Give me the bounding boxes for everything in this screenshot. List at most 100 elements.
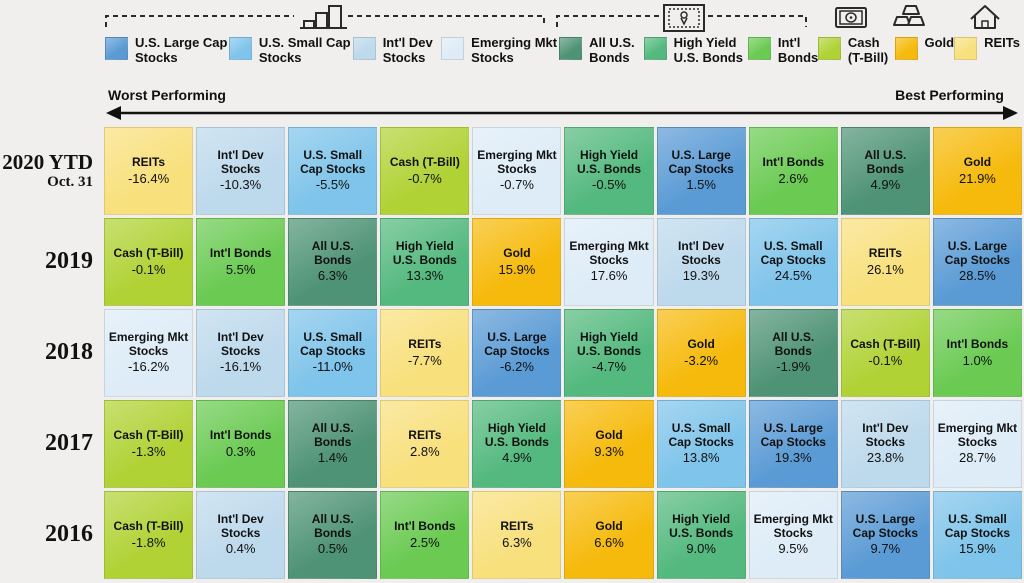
asset-name: Gold bbox=[595, 428, 623, 443]
performance-axis: Worst Performing Best Performing bbox=[0, 84, 1024, 124]
return-value: 13.3% bbox=[406, 268, 444, 284]
return-value: 13.8% bbox=[682, 450, 720, 466]
return-cell-intl_bonds: Int'l Bonds 2.6% bbox=[748, 127, 838, 215]
asset-name: U.S. Small Cap Stocks bbox=[300, 330, 366, 358]
asset-name: High Yield U.S. Bonds bbox=[577, 330, 642, 358]
return-value: 26.1% bbox=[866, 261, 904, 277]
asset-name: Int'l Bonds bbox=[394, 519, 456, 534]
year-label: 2018 bbox=[0, 309, 101, 397]
asset-name: High Yield U.S. Bonds bbox=[669, 512, 734, 540]
asset-name: Cash (T-Bill) bbox=[113, 428, 184, 443]
legend-item-us_small: U.S. Small Cap Stocks bbox=[228, 35, 353, 65]
return-cell-us_large: U.S. Large Cap Stocks 9.7% bbox=[840, 491, 930, 579]
asset-name: Gold bbox=[687, 337, 715, 352]
return-cell-reits: REITs -16.4% bbox=[104, 127, 194, 215]
return-cell-reits: REITs 2.8% bbox=[380, 400, 470, 488]
return-value: 21.9% bbox=[959, 170, 996, 186]
stocks-bracket bbox=[105, 15, 545, 27]
em-swatch bbox=[441, 37, 465, 60]
legend-item-cash: Cash (T-Bill) bbox=[817, 35, 895, 65]
bonds-bracket bbox=[556, 15, 807, 27]
gold-swatch bbox=[894, 37, 918, 60]
return-cell-gold: Gold 9.3% bbox=[564, 400, 654, 488]
legend-item-all_bonds: All U.S. Bonds bbox=[559, 35, 644, 65]
return-cell-cash: Cash (T-Bill) -1.3% bbox=[104, 400, 194, 488]
return-cell-us_small: U.S. Small Cap Stocks 15.9% bbox=[932, 491, 1022, 579]
return-value: 1.4% bbox=[317, 450, 348, 466]
return-value: -1.9% bbox=[776, 359, 811, 375]
return-value: -6.2% bbox=[499, 359, 534, 375]
return-value: -0.5% bbox=[592, 177, 627, 193]
asset-name: Emerging Mkt Stocks bbox=[108, 330, 189, 358]
return-cell-hy_bonds: High Yield U.S. Bonds -4.7% bbox=[564, 309, 654, 397]
return-value: -4.7% bbox=[592, 359, 627, 375]
return-value: -7.7% bbox=[407, 352, 442, 368]
return-cell-intl_dev: Int'l Dev Stocks 23.8% bbox=[840, 400, 930, 488]
return-cell-intl_dev: Int'l Dev Stocks 0.4% bbox=[196, 491, 286, 579]
performance-axis-arrow bbox=[106, 106, 1018, 120]
asset-name: U.S. Large Cap Stocks bbox=[668, 148, 734, 176]
return-cell-cash: Cash (T-Bill) -0.1% bbox=[104, 218, 194, 306]
asset-name: Int'l Dev Stocks bbox=[678, 239, 725, 267]
legend-item-intl_dev: Int'l Dev Stocks bbox=[352, 35, 441, 65]
asset-name: REITs bbox=[868, 246, 902, 261]
return-cell-us_large: U.S. Large Cap Stocks 1.5% bbox=[656, 127, 746, 215]
return-value: 28.7% bbox=[959, 450, 996, 466]
asset-name: U.S. Small Cap Stocks bbox=[668, 421, 734, 449]
asset-name: U.S. Large Cap Stocks bbox=[852, 512, 919, 540]
asset-name: Cash (T-Bill) bbox=[113, 246, 184, 261]
asset-name: Emerging Mkt Stocks bbox=[937, 421, 1018, 449]
asset-name: Cash (T-Bill) bbox=[850, 337, 921, 352]
return-cell-intl_bonds: Int'l Bonds 5.5% bbox=[196, 218, 286, 306]
hy_bonds-swatch bbox=[643, 37, 667, 60]
return-cell-all_bonds: All U.S. Bonds 6.3% bbox=[288, 218, 378, 306]
legend-label: REITs bbox=[984, 35, 1020, 50]
legend-label: All U.S. Bonds bbox=[589, 35, 635, 65]
return-cell-reits: REITs -7.7% bbox=[380, 309, 470, 397]
return-cell-us_small: U.S. Small Cap Stocks 13.8% bbox=[656, 400, 746, 488]
asset-name: Int'l Bonds bbox=[209, 246, 272, 261]
asset-name: Int'l Dev Stocks bbox=[217, 512, 264, 540]
return-value: -0.7% bbox=[499, 177, 534, 193]
return-cell-reits: REITs 6.3% bbox=[472, 491, 562, 579]
return-value: 17.6% bbox=[590, 268, 628, 284]
asset-name: Int'l Bonds bbox=[209, 428, 272, 443]
legend-label: U.S. Small Cap Stocks bbox=[258, 35, 351, 65]
asset-name: U.S. Large Cap Stocks bbox=[760, 421, 826, 449]
legend-item-hy_bonds: High Yield U.S. Bonds bbox=[643, 35, 748, 65]
year-label: 2020 YTD Oct. 31 bbox=[0, 127, 101, 215]
return-value: 4.9% bbox=[870, 177, 901, 193]
asset-name: Cash (T-Bill) bbox=[113, 519, 184, 534]
return-cell-em: Emerging Mkt Stocks -16.2% bbox=[104, 309, 194, 397]
return-value: 9.0% bbox=[686, 541, 716, 557]
house-icon bbox=[970, 5, 1000, 29]
year-label: 2017 bbox=[0, 400, 101, 488]
legend-item-intl_bonds: Int'l Bonds bbox=[747, 35, 819, 65]
asset-name: Int'l Bonds bbox=[946, 337, 1009, 352]
return-cell-all_bonds: All U.S. Bonds 0.5% bbox=[288, 491, 378, 579]
return-value: 19.3% bbox=[682, 268, 720, 284]
return-value: 0.5% bbox=[317, 541, 348, 557]
returns-grid: 2020 YTD Oct. 31 REITs -16.4% Int'l Dev Stoc… bbox=[0, 127, 1022, 579]
bond-certificate-icon bbox=[663, 4, 705, 32]
return-cell-cash: Cash (T-Bill) -0.1% bbox=[840, 309, 930, 397]
asset-name: Gold bbox=[503, 246, 531, 261]
gold-bars-icon bbox=[893, 5, 925, 26]
asset-name: All U.S. Bonds bbox=[311, 239, 354, 267]
legend: U.S. Large Cap Stocks U.S. Small Cap Stoc… bbox=[105, 35, 1020, 65]
year-label: 2019 bbox=[0, 218, 101, 306]
asset-name: Gold bbox=[595, 519, 623, 534]
legend-item-gold: Gold bbox=[894, 35, 954, 60]
cash-swatch bbox=[817, 37, 841, 60]
best-performing-label: Best Performing bbox=[895, 87, 1004, 103]
return-value: 0.4% bbox=[225, 541, 256, 557]
return-value: 15.9% bbox=[498, 261, 536, 277]
return-cell-cash: Cash (T-Bill) -1.8% bbox=[104, 491, 194, 579]
legend-label: Int'l Bonds bbox=[777, 35, 819, 65]
return-value: 9.7% bbox=[870, 541, 901, 557]
return-value: -1.8% bbox=[131, 534, 166, 550]
return-value: 2.8% bbox=[410, 443, 440, 459]
legend-item-reits: REITs bbox=[954, 35, 1020, 60]
year-text: 2020 YTD bbox=[2, 149, 93, 174]
